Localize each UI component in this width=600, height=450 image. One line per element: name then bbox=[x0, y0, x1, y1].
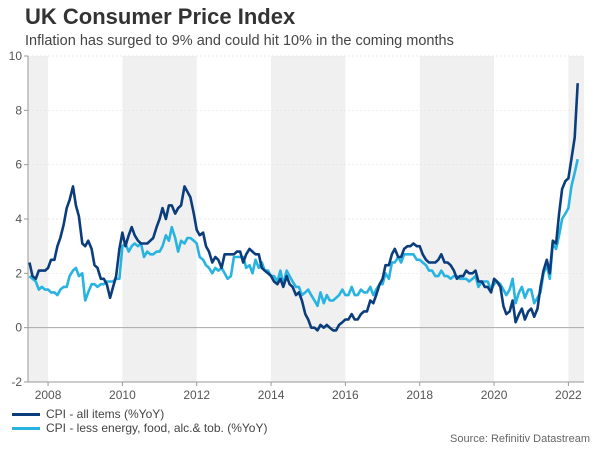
x-tick-label: 2012 bbox=[183, 388, 210, 402]
legend: CPI - all items (%YoY) CPI - less energy… bbox=[12, 407, 267, 435]
source-note: Source: Refinitiv Datastream bbox=[450, 433, 590, 445]
y-tick-label: 4 bbox=[15, 212, 22, 226]
legend-label-cpi-all: CPI - all items (%YoY) bbox=[46, 407, 165, 421]
y-tick-label: 2 bbox=[15, 266, 22, 280]
legend-item-cpi-core: CPI - less energy, food, alc.& tob. (%Yo… bbox=[12, 421, 267, 435]
series-line-cpi-core bbox=[28, 158, 579, 308]
x-tick-label: 2022 bbox=[555, 388, 582, 402]
legend-swatch-cpi-all bbox=[12, 412, 40, 416]
x-tick-label: 2020 bbox=[481, 388, 508, 402]
y-tick-label: 0 bbox=[15, 321, 22, 335]
x-tick-label: 2014 bbox=[258, 388, 285, 402]
legend-label-cpi-core: CPI - less energy, food, alc.& tob. (%Yo… bbox=[46, 421, 268, 435]
x-tick-label: 2016 bbox=[332, 388, 359, 402]
x-tick-label: 2018 bbox=[406, 388, 433, 402]
y-tick-label: 6 bbox=[15, 158, 22, 172]
y-tick-label: -2 bbox=[11, 375, 22, 389]
x-tick-label: 2010 bbox=[109, 388, 136, 402]
y-tick-label: 8 bbox=[15, 103, 22, 117]
shaded-band bbox=[28, 56, 49, 382]
chart-title: UK Consumer Price Index bbox=[25, 4, 296, 29]
y-tick-label: 10 bbox=[9, 49, 23, 63]
legend-item-cpi-all: CPI - all items (%YoY) bbox=[12, 407, 267, 421]
series-line-cpi-all bbox=[28, 83, 579, 332]
legend-swatch-cpi-core bbox=[12, 426, 40, 430]
chart-subtitle: Inflation has surged to 9% and could hit… bbox=[25, 33, 454, 49]
x-tick-label: 2008 bbox=[35, 388, 62, 402]
